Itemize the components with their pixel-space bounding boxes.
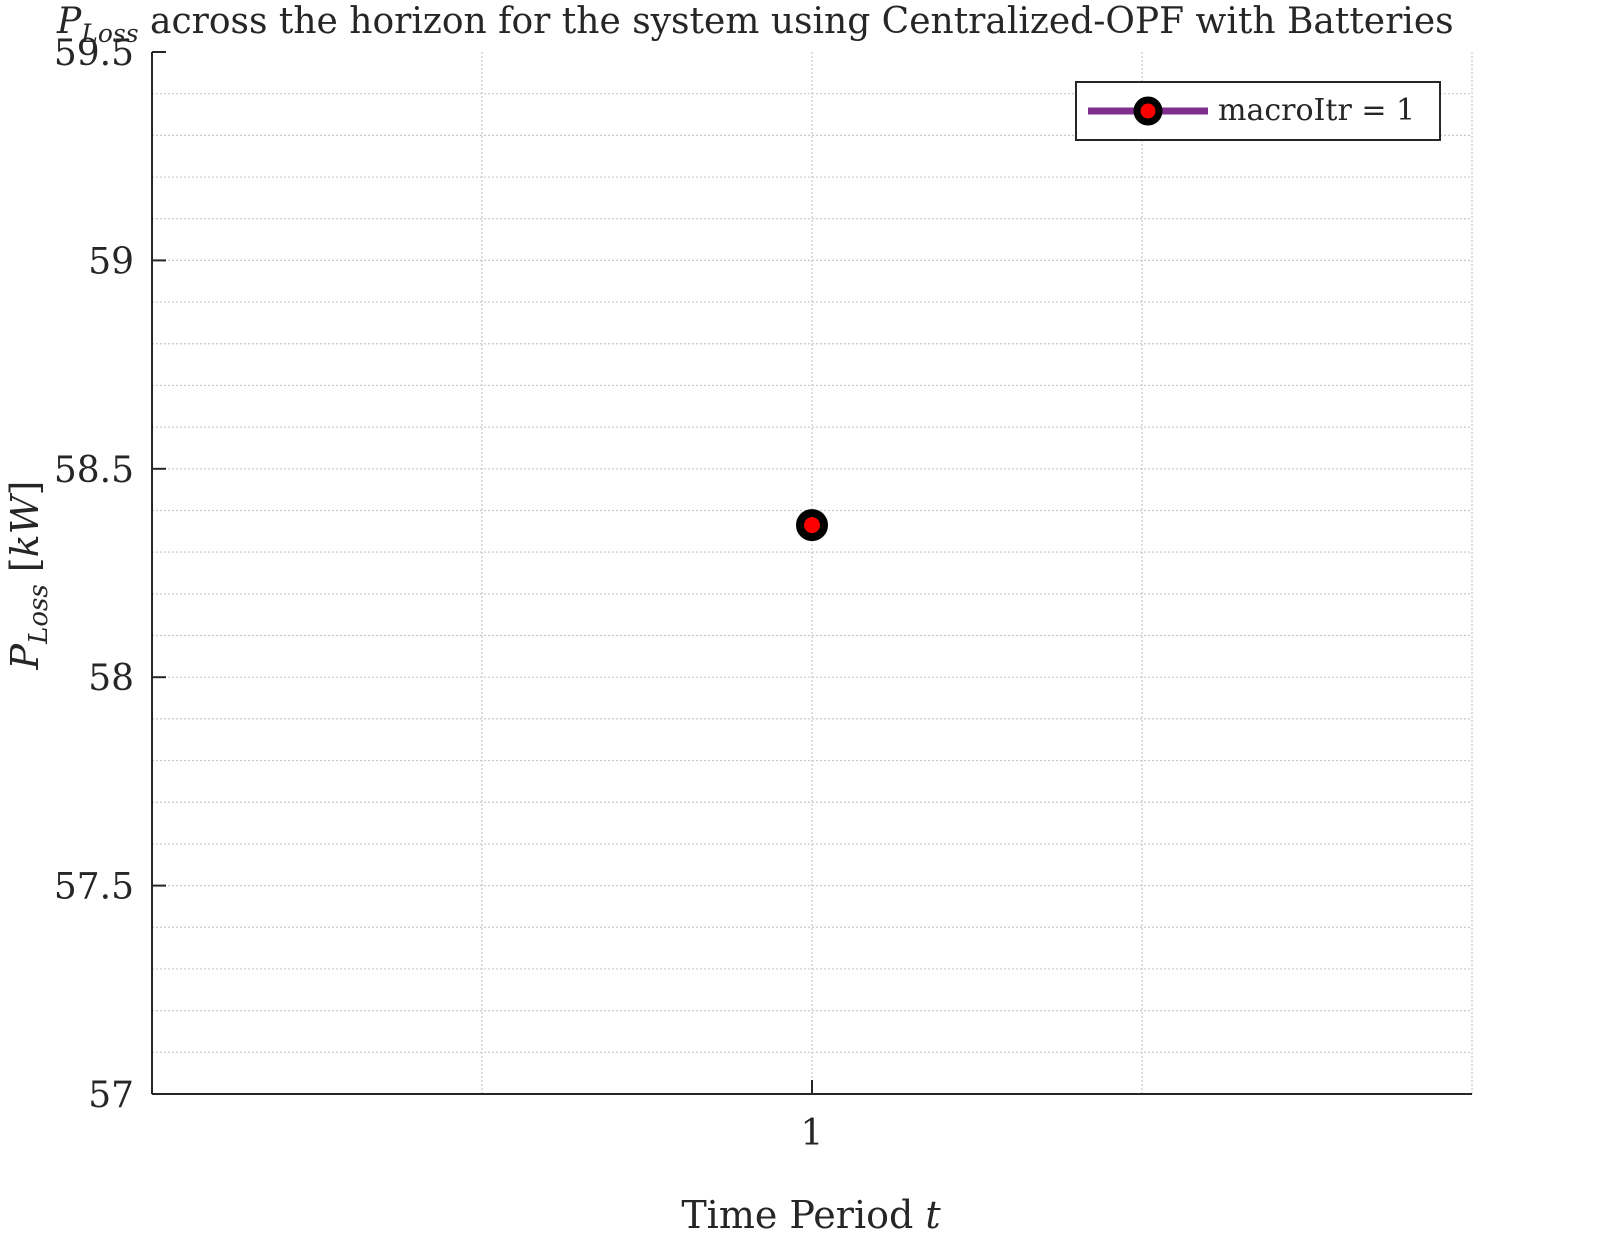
- data-series: [796, 509, 828, 542]
- grid-lines: [152, 52, 1473, 1094]
- x-tick-label: 1: [801, 1113, 824, 1154]
- y-tick-label: 57.5: [54, 867, 134, 908]
- legend: macroItr = 1: [1075, 81, 1441, 141]
- legend-label: macroItr = 1: [1218, 93, 1415, 128]
- data-point: [796, 509, 828, 542]
- tick-labels: 57 57.5 58 58.5 59 59.5 1: [54, 33, 824, 1154]
- chart-title: PLoss across the horizon for the system …: [56, 1, 1454, 48]
- y-tick-label: 58: [88, 658, 134, 699]
- x-axis-label: Time Period t: [681, 1193, 941, 1236]
- y-tick-label: 59.5: [54, 33, 134, 74]
- y-tick-label: 59: [88, 241, 134, 282]
- y-axis-label: PLoss [kW]: [3, 480, 54, 670]
- legend-marker: [1133, 96, 1163, 126]
- y-tick-label: 57: [88, 1075, 134, 1116]
- y-tick-label: 58.5: [54, 450, 134, 491]
- title-symbol-sub: Loss: [80, 19, 138, 48]
- title-symbol: P: [56, 1, 82, 42]
- title-text: across the horizon for the system using …: [139, 1, 1454, 42]
